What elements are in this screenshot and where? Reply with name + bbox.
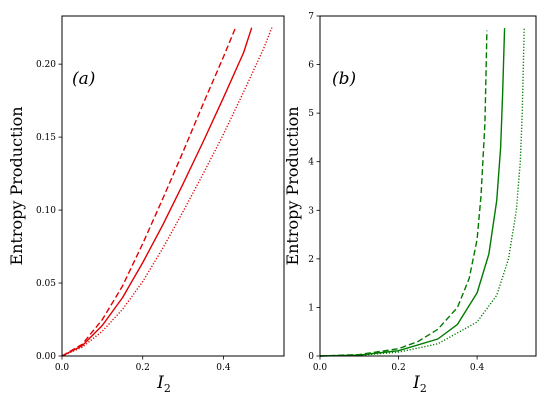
- panel-a-ytick-label: 0.05: [36, 279, 56, 289]
- panel-a-xtick-label: 0.4: [216, 363, 231, 373]
- panel-b-frame: [319, 15, 537, 357]
- panel-a-series-dashed: [61, 27, 237, 357]
- panel-b-ytick-label: 2: [308, 255, 314, 265]
- panel-b-xtick-label: 0.2: [391, 363, 405, 373]
- panel-b-label: (b): [332, 69, 356, 89]
- panel-b-xtick-label: 0.4: [470, 363, 485, 373]
- panel-b-ytick-label: 4: [308, 158, 314, 168]
- panel-a-frame: [61, 15, 285, 357]
- panel-a-xtick-label: 0.0: [55, 363, 70, 373]
- panel-a-label: (a): [72, 69, 95, 89]
- panel-b-ytick-label: 7: [308, 12, 314, 22]
- panel-b-ytick-label: 6: [308, 61, 314, 71]
- panel-a-xtick-label: 0.2: [136, 363, 150, 373]
- panel-b-ytick-label: 0: [308, 352, 314, 362]
- panel-b-ytick-label: 3: [308, 206, 314, 216]
- panel-b-ytick-label: 5: [308, 109, 314, 119]
- panel-a-ytick-label: 0.00: [36, 352, 56, 362]
- panel-a-ytick-label: 0.20: [36, 60, 56, 70]
- panel-b-xtick-label: 0.0: [313, 363, 328, 373]
- panel-b-xlabel: I2: [412, 373, 427, 395]
- panel-b-ytick-label: 1: [308, 303, 314, 313]
- panel-a-ytick-label: 0.10: [36, 206, 56, 216]
- panel-a-xlabel: I2: [156, 373, 171, 395]
- panel-a-series-dotted: [61, 27, 273, 357]
- panel-a-ylabel: Entropy Production: [7, 106, 26, 265]
- panel-a-series-solid: [61, 27, 253, 357]
- panel-a: 0.0 0.2 0.4 0.00 0.05 0.10 0.15 0.20 (a) Entrop…: [7, 15, 285, 395]
- panel-b-series-dashed: [319, 30, 488, 357]
- panel-a-ytick-label: 0.15: [36, 133, 56, 143]
- panel-b-ylabel: Entropy Production: [283, 106, 302, 265]
- panel-b: 0.0 0.2 0.4 0 1 2 3 4 5 6 7 (b) Entropy Production…: [283, 12, 537, 395]
- panel-b-series-solid: [319, 28, 506, 357]
